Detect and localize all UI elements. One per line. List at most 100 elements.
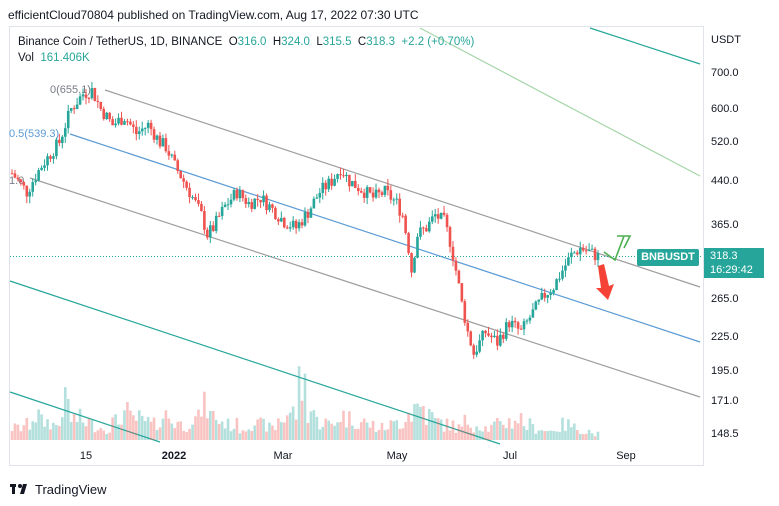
candle-body [303,212,307,226]
candle-body [75,104,79,110]
candle-body [487,333,490,336]
candle-body [253,198,256,209]
volume-bar [469,427,473,440]
candle-body [185,181,188,188]
candle-body [330,178,333,186]
candle-body [155,135,159,140]
volume-bar [330,423,333,440]
volume-bar [457,424,461,440]
candle-body [84,94,88,98]
candle-body [19,179,23,183]
volume-bar [546,431,549,440]
candle-body [16,177,20,180]
volume-bar [229,431,233,440]
candle-body [564,265,567,271]
candle-body [173,154,177,161]
channel-lower-line [29,177,701,398]
candle-body [410,253,413,273]
volume-bar [531,424,535,440]
candle-body [191,197,194,199]
candle-body [531,309,535,318]
volume-bar [58,425,61,440]
candle-body [114,123,117,126]
chart-pane[interactable] [9,26,703,466]
volume-bar [111,417,114,440]
volume-bar [191,424,194,440]
candle-body [66,110,70,129]
volume-bar [448,430,452,440]
volume-bar [61,417,64,440]
candle-body [451,246,455,261]
red-arrow [596,264,614,300]
candle-body [108,112,111,120]
candle-body [93,88,97,101]
candle-body [398,198,402,216]
candle-body [105,112,109,119]
volume-bar [321,426,325,440]
volume-bar [197,409,200,440]
legend-c-label: C [357,36,367,48]
candle-body [87,97,91,99]
candle-body [200,203,203,212]
price-axis[interactable] [703,26,779,466]
volume-bar [507,418,511,440]
legend-o-label: O [228,36,238,48]
volume-bar [407,413,410,440]
candle-body [501,334,505,339]
volume-bar [336,422,339,440]
volume-bar [214,419,218,440]
footer-brand[interactable]: TradingView [35,482,107,497]
volume-bar [25,417,29,440]
volume-bar [105,433,109,440]
volume-bar [404,422,407,440]
candle-body [336,174,339,179]
candle-body [543,292,547,298]
volume-bar [501,424,505,440]
volume-bar [371,420,375,440]
candle-body [271,204,274,208]
candle-body [510,320,514,328]
volume-bar [401,428,404,440]
candle-body [484,330,487,334]
volume-bar [475,426,478,440]
volume-bar [161,418,165,440]
price-tick-label: 195.0 [711,364,739,377]
volume-bar [525,429,529,440]
volume-bar [575,430,579,440]
volume-bar [555,431,558,440]
volume-bar [19,431,23,440]
candle-body [167,151,171,156]
volume-bar [238,433,242,440]
candle-body [61,136,64,144]
volume-bar [220,421,224,440]
candle-body [69,108,73,111]
candle-body [217,215,221,217]
candle-body [413,257,416,273]
candle-body [226,204,230,206]
volume-bar [315,416,319,440]
volume-bar [540,430,544,440]
volume-bar [436,418,440,440]
volume-bar [439,419,443,440]
candle-body [96,100,100,102]
legend-high: 324.0 [281,36,310,48]
legend-symbol[interactable]: Binance Coin / TetherUS, 1D, BINANCE [18,36,223,48]
price-tick-label: 148.5 [711,428,739,440]
candle-body [522,321,526,330]
candle-body [265,195,268,211]
candle-body [206,229,209,238]
candle-body [596,253,600,261]
volume-bar [87,418,91,440]
volume-bar [587,429,591,440]
legend-close: 318.3 [366,36,395,48]
volume-bar [274,430,277,440]
volume-bar [135,420,138,440]
volume-bar [581,434,585,440]
volume-bar [345,427,348,440]
volume-bar [499,421,502,440]
volume-bar [235,417,239,440]
publish-header: efficientCloud70804 published on Trading… [8,8,419,22]
volume-bar [81,422,85,440]
candle-body [481,330,484,341]
